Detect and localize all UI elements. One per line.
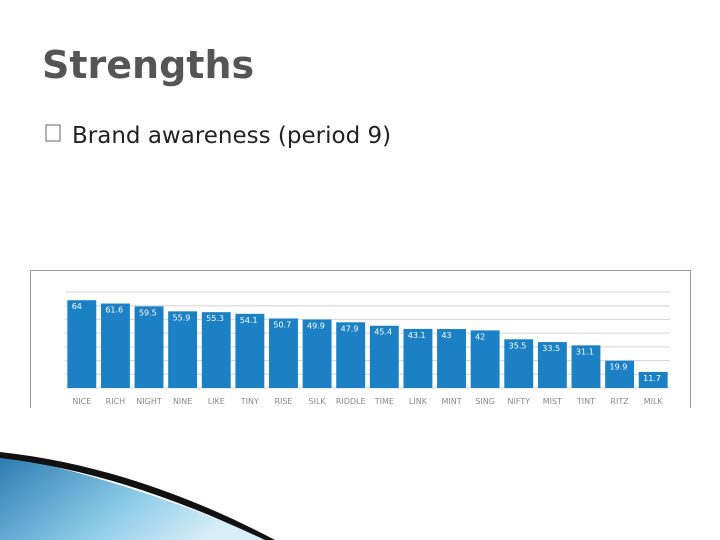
bar: [605, 360, 635, 388]
x-tick-label: SING: [475, 397, 495, 406]
bar: [504, 339, 534, 388]
value-label: 49.9: [307, 322, 325, 331]
value-label: 61.6: [105, 306, 123, 315]
value-label: 33.5: [542, 344, 560, 353]
x-tick-label: RISE: [274, 397, 292, 406]
bar: [168, 311, 198, 388]
decor-line: [0, 452, 275, 540]
bar: [537, 342, 567, 388]
bullet-text: Brand awareness (period 9): [72, 123, 391, 149]
x-tick-label: MINT: [441, 397, 461, 406]
chart: 64 NICE 61.6 RICH 59.5 NIGHT 55.9 NINE 55.3 LIKE 5…: [30, 270, 691, 408]
x-tick-label: NINE: [173, 397, 192, 406]
x-tick-label: NICE: [72, 397, 91, 406]
value-label: 55.9: [173, 313, 191, 322]
value-label: 64: [72, 302, 82, 311]
value-label: 11.7: [643, 374, 661, 383]
value-label: 31.1: [576, 347, 594, 356]
bar: [269, 318, 298, 388]
bar: [235, 313, 265, 388]
bar: [369, 325, 399, 388]
value-label: 47.9: [341, 324, 359, 333]
slide-title: Strengths: [42, 43, 254, 87]
value-label: 35.5: [509, 341, 527, 350]
x-tick-label: MIST: [543, 397, 562, 406]
decor-swoosh: [0, 455, 270, 540]
x-tick-label: LINK: [409, 397, 428, 406]
bar: [67, 300, 97, 388]
x-tick-label: RICH: [106, 397, 126, 406]
x-tick-label: TINY: [240, 397, 259, 406]
x-tick-label: MILK: [644, 397, 664, 406]
bar: [134, 306, 164, 388]
value-label: 43.1: [408, 331, 426, 340]
bar: [403, 328, 433, 388]
value-label: 19.9: [610, 363, 628, 372]
x-tick-label: RITZ: [610, 397, 629, 406]
x-tick-label: LIKE: [208, 397, 225, 406]
x-tick-label: NIFTY: [507, 397, 530, 406]
bar: [470, 330, 500, 388]
x-tick-label: TIME: [374, 397, 394, 406]
value-label: 55.3: [206, 314, 224, 323]
bar: [437, 329, 466, 388]
bar: [571, 345, 601, 388]
bar: [336, 322, 366, 388]
bar: [302, 319, 332, 388]
value-label: 42: [475, 332, 485, 341]
x-tick-label: NIGHT: [136, 397, 162, 406]
value-label: 54.1: [240, 316, 258, 325]
value-label: 45.4: [374, 328, 392, 337]
value-label: 59.5: [139, 308, 157, 317]
bar: [638, 371, 668, 388]
x-tick-label: TINT: [576, 397, 595, 406]
bullet-icon: [45, 124, 61, 142]
value-label: 50.7: [273, 320, 291, 329]
x-tick-label: SILK: [309, 397, 327, 406]
x-tick-label: RIDDLE: [336, 397, 366, 406]
bar: [201, 312, 231, 388]
bar: [100, 303, 130, 388]
value-label: 43: [441, 331, 451, 340]
